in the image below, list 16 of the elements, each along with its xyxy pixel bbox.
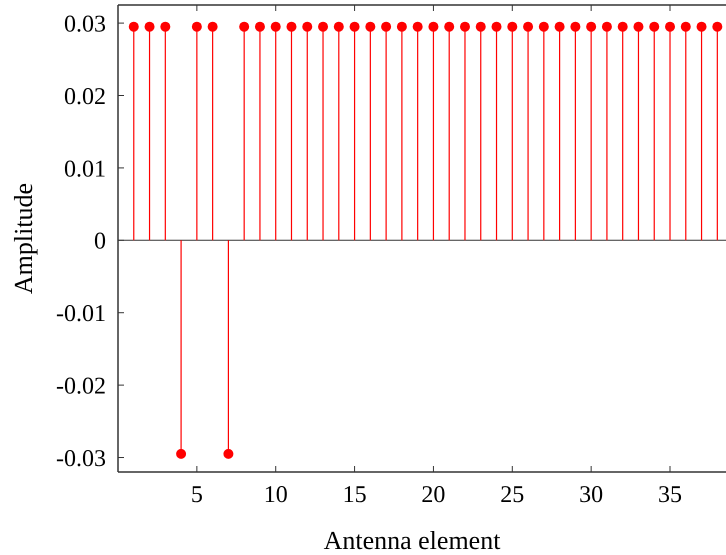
x-tick-label: 35 <box>658 482 682 508</box>
x-tick-label: 15 <box>342 482 367 508</box>
y-tick-label: 0.01 <box>64 156 106 182</box>
y-tick-label: -0.01 <box>56 301 106 328</box>
x-tick-label: 5 <box>190 482 203 508</box>
y-tick-label: -0.03 <box>56 446 106 472</box>
x-tick-label: 20 <box>421 482 446 508</box>
x-tick-label: 10 <box>264 482 288 508</box>
y-tick-label: 0.02 <box>64 84 106 110</box>
y-tick-label: 0.03 <box>64 12 106 38</box>
y-axis-title: Amplitude <box>9 182 38 294</box>
x-tick-label: 30 <box>579 482 604 508</box>
x-tick-label: 25 <box>500 482 524 508</box>
x-axis-title: Antenna element <box>324 526 502 555</box>
y-tick-label: 0 <box>94 228 106 255</box>
y-tick-label: -0.02 <box>56 374 106 400</box>
